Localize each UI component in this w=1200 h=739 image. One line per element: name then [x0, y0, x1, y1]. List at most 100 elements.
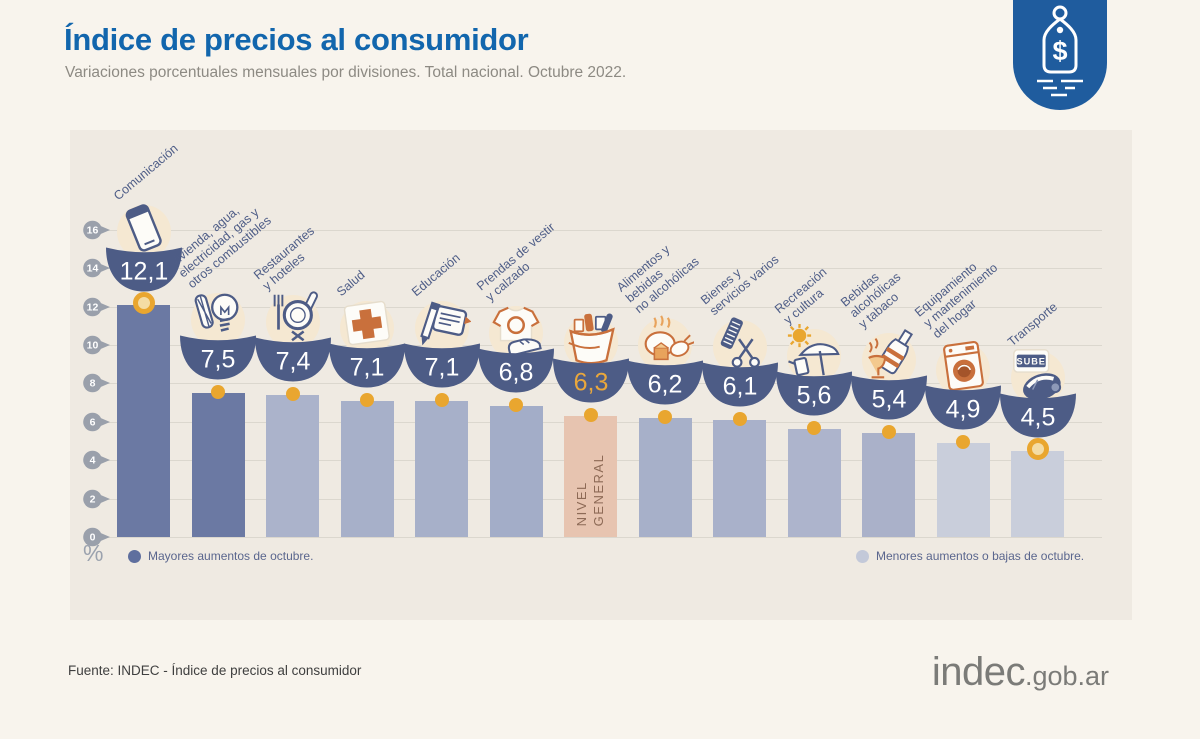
bar: [936, 442, 990, 537]
bar-marker: [881, 425, 896, 440]
clothing-icon: [487, 300, 545, 358]
svg-text:10: 10: [87, 340, 99, 352]
personal-care-icon: [711, 314, 769, 372]
legend-minor-dot: [856, 549, 869, 563]
svg-text:SUBE: SUBE: [1016, 356, 1045, 366]
health-cross-icon: [338, 295, 396, 353]
bar-marker: [1026, 437, 1049, 460]
education-icon: [413, 295, 472, 353]
value-badge: 6,3: [551, 352, 631, 404]
y-axis-tick: 16: [82, 220, 112, 240]
value-badge: 7,1: [402, 337, 482, 389]
category-label: Alimentos y bebidas no alcohólicas: [614, 242, 702, 316]
value-badge: 6,2: [625, 354, 705, 406]
svg-text:14: 14: [87, 263, 99, 275]
svg-text:0: 0: [90, 532, 96, 544]
svg-text:6,1: 6,1: [722, 372, 757, 400]
value-badge: 6,8: [476, 342, 556, 394]
value-badge: 5,4: [849, 369, 929, 421]
bar: [340, 400, 394, 537]
y-axis-tick: 10: [82, 335, 112, 355]
general-level-bar-label: NIVEL GENERAL: [573, 453, 606, 527]
plot-area: % Mayores aumentos de octubre. Menores a…: [70, 130, 1132, 620]
indec-logo: indec .gob.ar: [932, 650, 1109, 695]
gridline: [92, 229, 1102, 231]
category-label: Prendas de vestir y calzado: [474, 220, 558, 305]
washing-machine-icon: [934, 337, 992, 395]
value-badge: 6,1: [700, 356, 780, 408]
bar-marker: [509, 398, 523, 413]
bar-marker: [732, 411, 747, 426]
legend-major-dot: [128, 549, 141, 563]
svg-text:7,1: 7,1: [350, 353, 385, 381]
bar-marker: [132, 291, 155, 314]
page-subtitle: Variaciones porcentuales mensuales por d…: [65, 64, 627, 81]
svg-text:5,6: 5,6: [797, 382, 832, 410]
svg-text:12,1: 12,1: [119, 257, 168, 285]
svg-text:4,5: 4,5: [1020, 403, 1055, 431]
category-label: Comunicación: [110, 141, 181, 203]
bar: NIVEL GENERAL: [564, 416, 617, 537]
grocery-bag-icon: [562, 310, 620, 368]
svg-text:5,4: 5,4: [871, 386, 906, 414]
bar-marker: [285, 386, 300, 401]
bar: [266, 394, 319, 537]
value-badge: 12,1: [104, 241, 184, 293]
svg-text:16: 16: [87, 224, 99, 236]
bar: [489, 406, 543, 537]
lightbulb-icon: [189, 287, 247, 345]
bar: [713, 419, 766, 537]
value-badge: 7,5: [178, 329, 258, 381]
svg-text:4: 4: [90, 455, 96, 467]
bar: [117, 304, 170, 537]
svg-text:6,8: 6,8: [499, 359, 534, 387]
svg-text:6: 6: [90, 416, 96, 428]
value-badge: 7,1: [327, 337, 407, 389]
y-axis-tick: 2: [82, 489, 112, 509]
bar-marker: [434, 392, 449, 407]
bar: [191, 393, 245, 537]
bar: [862, 433, 915, 537]
bar-marker: [583, 408, 598, 423]
gridline: [92, 306, 1102, 308]
phone-icon: [115, 199, 173, 257]
y-axis-tick: 8: [82, 373, 112, 393]
chart-panel: % Mayores aumentos de octubre. Menores a…: [70, 130, 1132, 620]
source-note: Fuente: INDEC - Índice de precios al con…: [68, 663, 362, 678]
value-badge: 7,4: [253, 331, 333, 383]
indec-logo-suffix: .gob.ar: [1024, 661, 1109, 691]
category-label: Recreación y cultura: [772, 265, 830, 328]
bar-marker: [211, 385, 225, 399]
legend-minor: Menores aumentos o bajas de octubre.: [856, 549, 1084, 563]
svg-text:4,9: 4,9: [946, 395, 981, 423]
bar: [415, 400, 468, 537]
value-badge: 4,9: [923, 379, 1003, 431]
y-axis-tick: 12: [82, 297, 112, 317]
dining-icon: [264, 289, 322, 347]
indec-logo-text: indec: [931, 650, 1026, 694]
svg-text:$: $: [1052, 36, 1067, 66]
value-badge: 5,6: [774, 365, 854, 417]
y-axis-tick: 14: [82, 258, 112, 278]
y-axis-tick: 6: [82, 412, 112, 432]
food-icon: [636, 312, 696, 370]
legend-minor-label: Menores aumentos o bajas de octubre.: [876, 549, 1085, 563]
svg-text:7,4: 7,4: [275, 347, 310, 375]
bar: [1011, 450, 1064, 537]
svg-text:2: 2: [90, 493, 96, 505]
sube-card-icon: SUBE: [1009, 345, 1067, 403]
y-axis-tick: 0: [82, 527, 112, 547]
price-tag-logo: $: [1013, 0, 1107, 110]
bar-marker: [658, 409, 672, 424]
bar-marker: [360, 392, 374, 407]
y-axis-tick: 4: [82, 450, 112, 470]
page-title: Índice de precios al consumidor: [64, 22, 529, 57]
gridline: [92, 268, 1102, 270]
bar-marker: [807, 421, 821, 436]
legend-major-label: Mayores aumentos de octubre.: [148, 549, 314, 563]
y-axis-unit: %: [83, 540, 104, 566]
category-label: Bebidas alcohólicas y tabaco: [837, 270, 903, 332]
price-tag-icon: $: [1013, 5, 1107, 114]
gridline: [92, 537, 1102, 538]
